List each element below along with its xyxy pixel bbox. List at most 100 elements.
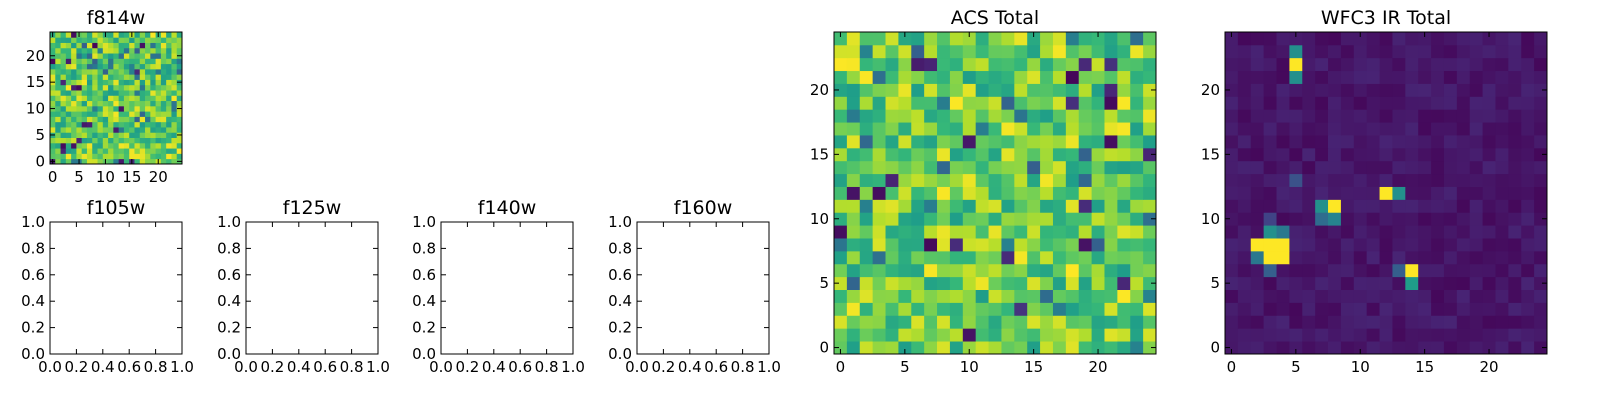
heatmap-cell xyxy=(176,84,183,91)
heatmap-cell xyxy=(1302,160,1316,175)
heatmap-cell xyxy=(171,32,178,38)
heatmap-cell xyxy=(1014,276,1028,290)
heatmap-cell xyxy=(171,142,178,149)
heatmap-cell xyxy=(975,225,989,239)
heatmap-cell xyxy=(1237,122,1252,136)
heatmap-cell xyxy=(1143,32,1157,46)
heatmap-cell xyxy=(1340,315,1355,329)
heatmap-cell xyxy=(834,315,848,329)
heatmap-cell xyxy=(1328,238,1342,252)
heatmap-cell xyxy=(1456,44,1471,59)
heatmap-cell xyxy=(129,63,135,70)
heatmap-cell xyxy=(81,137,88,144)
heatmap-cell xyxy=(55,53,61,59)
heatmap-cell xyxy=(988,147,1002,162)
heatmap-cell xyxy=(1250,109,1265,123)
heatmap-cell xyxy=(1302,263,1316,278)
heatmap-cell xyxy=(1091,160,1105,175)
heatmap-cell xyxy=(166,111,172,117)
axes-frame xyxy=(1224,31,1548,355)
heatmap-cell xyxy=(1130,57,1144,72)
heatmap-cell xyxy=(155,42,162,49)
heatmap-cell xyxy=(1078,302,1092,316)
heatmap-cell xyxy=(1065,315,1080,329)
heatmap-cell xyxy=(924,186,938,200)
heatmap-cell xyxy=(108,42,114,49)
heatmap-cell xyxy=(102,111,109,117)
heatmap-cell xyxy=(1001,70,1015,84)
heatmap-cell xyxy=(92,137,98,144)
heatmap-cell xyxy=(1052,212,1067,226)
heatmap-cell xyxy=(1353,212,1368,226)
heatmap-cell xyxy=(1040,83,1054,97)
heatmap-cell xyxy=(1508,302,1522,316)
heatmap-cell xyxy=(1353,238,1368,252)
heatmap-cell xyxy=(1078,83,1092,97)
heatmap-cell xyxy=(949,302,964,316)
heatmap-cell xyxy=(1276,122,1290,136)
heatmap-cell xyxy=(949,160,964,175)
heatmap-cell xyxy=(1353,122,1368,136)
heatmap-cell xyxy=(71,95,77,102)
heatmap-cell xyxy=(123,58,130,65)
heatmap-cell xyxy=(962,328,977,342)
heatmap-cell xyxy=(1328,173,1342,187)
x-tick-label: 1.0 xyxy=(757,358,781,376)
heatmap-cell xyxy=(1392,328,1406,342)
heatmap-cell xyxy=(76,100,83,107)
heatmap-cell xyxy=(1130,122,1144,136)
heatmap-cell xyxy=(166,58,172,65)
heatmap-cell xyxy=(1078,250,1092,265)
heatmap-cell xyxy=(1379,199,1393,213)
heatmap-cell xyxy=(1340,341,1355,355)
heatmap-cell xyxy=(129,121,135,128)
y-tick-label: 5 xyxy=(819,274,829,292)
heatmap-cell xyxy=(65,111,72,117)
heatmap-cell xyxy=(937,96,951,110)
heatmap-cell xyxy=(949,225,964,239)
heatmap-cell xyxy=(1065,250,1080,265)
heatmap-cell xyxy=(834,289,848,303)
heatmap-cell xyxy=(949,83,964,97)
heatmap-cell xyxy=(1431,122,1445,136)
heatmap-cell xyxy=(81,58,88,65)
heatmap-cell xyxy=(108,68,114,75)
heatmap-cell xyxy=(1521,263,1535,278)
heatmap-cell xyxy=(166,137,172,144)
heatmap-cell xyxy=(1225,263,1239,278)
heatmap-cell xyxy=(898,32,912,46)
heatmap-cell xyxy=(1482,96,1496,110)
heatmap-cell xyxy=(145,47,151,54)
heatmap-cell xyxy=(1508,250,1522,265)
heatmap-cell xyxy=(1521,225,1535,239)
heatmap-cell xyxy=(1315,225,1329,239)
heatmap-cell xyxy=(1431,341,1445,355)
heatmap-cell xyxy=(1431,302,1445,316)
heatmap-cell xyxy=(55,42,61,49)
heatmap-cell xyxy=(1289,83,1303,97)
heatmap-cell xyxy=(1392,147,1406,162)
heatmap-cell xyxy=(1040,186,1054,200)
heatmap-cell xyxy=(1052,328,1067,342)
x-tick-label: 0.4 xyxy=(91,358,115,376)
heatmap-cell xyxy=(171,158,178,165)
heatmap-cell xyxy=(1302,276,1316,290)
heatmap-cell xyxy=(949,109,964,123)
heatmap-cell xyxy=(885,147,899,162)
heatmap-cell xyxy=(86,116,93,123)
heatmap-cell xyxy=(65,68,72,75)
heatmap-cell xyxy=(872,238,886,252)
heatmap-cell xyxy=(166,53,172,59)
heatmap-cell xyxy=(50,148,56,154)
heatmap-cell xyxy=(50,137,56,144)
heatmap-cell xyxy=(1225,70,1239,84)
heatmap-cell xyxy=(1469,83,1483,97)
heatmap-cell xyxy=(988,199,1002,213)
heatmap-cell xyxy=(1379,315,1393,329)
heatmap-cell xyxy=(1418,32,1432,46)
heatmap-cell xyxy=(60,148,67,154)
heatmap-cell xyxy=(1418,289,1432,303)
heatmap-cell xyxy=(123,137,130,144)
heatmap-cell xyxy=(1315,341,1329,355)
heatmap-cell xyxy=(118,32,125,38)
